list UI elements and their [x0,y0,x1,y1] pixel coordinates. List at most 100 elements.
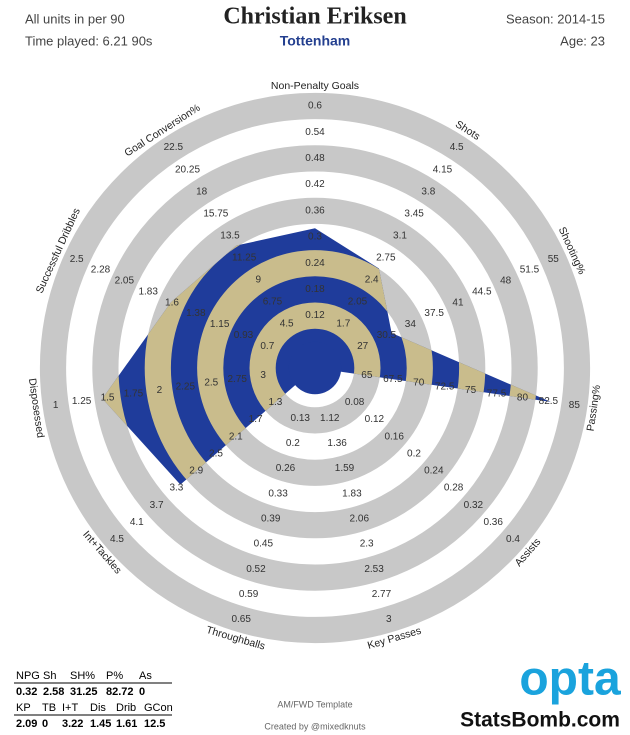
tick-label: 11.25 [232,252,257,263]
tick-label: 0.54 [305,127,325,138]
tick-label: 2.3 [360,539,374,550]
chart-title: Christian Eriksen [223,4,406,30]
table-header: GCon [144,702,173,714]
tick-label: 1.3 [268,397,282,408]
tick-label: 0.18 [305,284,325,295]
tick-label: 13.5 [220,230,240,241]
table-value: 82.72 [106,686,134,698]
tick-label: 75 [465,385,477,396]
tick-label: 1.83 [138,286,158,297]
table-value: 2.09 [16,718,37,730]
tick-label: 44.5 [472,286,492,297]
tick-label: 0.08 [345,397,365,408]
tick-label: 0.45 [254,539,274,550]
tick-label: 4.5 [450,142,464,153]
tick-label: 41 [452,297,464,308]
tick-label: 70 [413,378,425,389]
tick-label: 82.5 [539,396,559,407]
table-value: 31.25 [70,686,98,698]
table-value: 0 [42,718,48,730]
tick-label: 3.45 [404,208,424,219]
tick-label: 80 [517,392,529,403]
tick-label: 2.53 [364,564,384,575]
grid-ring [92,145,538,591]
tick-label: 0.24 [305,258,325,269]
table-value: 0.32 [16,686,37,698]
tick-label: 0.13 [291,413,311,424]
table-value: 1.61 [116,718,137,730]
site: StatsBomb.com [460,709,620,732]
tick-label: 20.25 [175,164,200,175]
tick-label: 2.4 [365,274,379,285]
tick-label: 9 [256,274,262,285]
table-header: P% [106,670,123,682]
tick-label: 67.5 [383,374,403,385]
tick-label: 0.12 [305,310,325,321]
tick-label: 2.25 [176,381,196,392]
tick-label: 2.1 [229,431,243,442]
tick-label: 0.36 [483,517,503,528]
tick-label: 1.12 [320,413,340,424]
table-header: KP [16,702,31,714]
tick-label: 4.5 [110,534,124,545]
tick-label: 34 [405,319,417,330]
tick-label: 0.24 [424,466,444,477]
tick-label: 6.75 [263,297,283,308]
tick-label: 2.28 [91,265,111,276]
tick-label: 2.5 [209,448,223,459]
tick-label: 2.9 [189,466,203,477]
tick-label: 0.3 [308,232,322,243]
radar-area [102,228,551,523]
center-disc [288,341,342,395]
tick-label: 0.52 [246,564,266,575]
tick-label: 2.75 [227,374,247,385]
table-header: Drib [116,702,136,714]
footer-note: AM/FWD Template [277,699,352,709]
tick-label: 37.5 [424,308,444,319]
tick-label: 4.15 [433,164,453,175]
tick-label: 0.6 [308,101,322,112]
tick-label: 1.25 [72,396,92,407]
tick-label: 1.83 [342,488,362,499]
header-note: All units in per 90 [25,11,125,26]
tick-label: 0.4 [506,534,520,545]
tick-label: 51.5 [520,265,540,276]
header-note: Time played: 6.21 90s [25,33,153,48]
table-header: NPG [16,670,40,682]
tick-label: 0.12 [365,414,385,425]
table-header: TB [42,702,56,714]
tick-label: 1.15 [210,319,230,330]
tick-label: 0.2 [286,438,300,449]
tick-label: 1.6 [165,297,179,308]
tick-label: 0.42 [305,179,325,190]
table-value: 3.22 [62,718,83,730]
tick-label: 4.5 [280,319,294,330]
tick-label: 2.5 [204,378,218,389]
header-note: Season: 2014-15 [506,11,605,26]
table-header: I+T [62,702,78,714]
tick-label: 1.5 [101,392,115,403]
axis-label: Non-Penalty Goals [271,80,359,92]
tick-label: 1.7 [336,319,350,330]
tick-label: 0.26 [276,463,296,474]
tick-label: 2.06 [350,513,370,524]
tick-label: 1.36 [327,438,347,449]
tick-label: 65 [361,370,373,381]
tick-label: 1.38 [186,308,206,319]
tick-label: 18 [196,186,208,197]
grid-ring [39,92,591,644]
tick-label: 1.59 [335,463,355,474]
tick-label: 2.05 [348,297,368,308]
table-value: 2.58 [43,686,64,698]
table-header: As [139,670,152,682]
tick-label: 1.7 [249,414,263,425]
tick-label: 0.48 [305,153,325,164]
tick-label: 0.59 [239,589,259,600]
tick-label: 0.2 [407,448,421,459]
tick-label: 0.16 [384,431,404,442]
tick-label: 3.7 [150,500,164,511]
table-value: 0 [139,686,145,698]
tick-label: 0.39 [261,513,281,524]
tick-label: 2.77 [372,589,392,600]
